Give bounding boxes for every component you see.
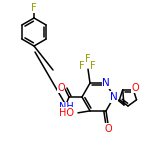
Text: F: F (79, 61, 85, 71)
Text: NH: NH (59, 102, 73, 112)
Text: N: N (110, 92, 118, 102)
Text: O: O (57, 83, 65, 93)
Text: N: N (102, 78, 110, 88)
Text: F: F (90, 61, 96, 71)
Text: F: F (85, 54, 91, 64)
Text: F: F (31, 3, 37, 13)
Text: O: O (132, 83, 139, 93)
Text: O: O (104, 124, 112, 134)
Text: HO: HO (59, 108, 74, 118)
